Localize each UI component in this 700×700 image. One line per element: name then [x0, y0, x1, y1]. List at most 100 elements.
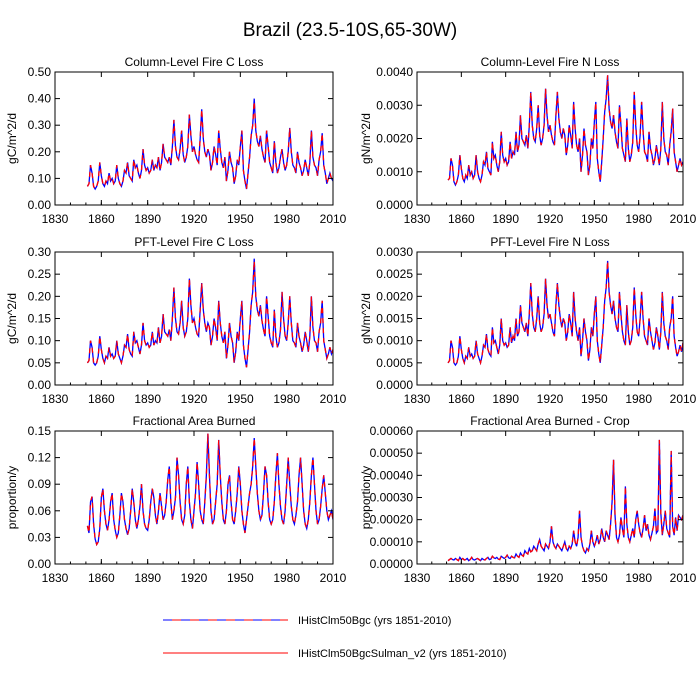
y-tick-label: 0.0020 [376, 132, 413, 146]
y-tick-label: 0.30 [28, 245, 52, 259]
legend-label: IHistClm50Bgc (yrs 1851-2010) [298, 615, 451, 627]
series-line-IHistClm50Bgc [86, 98, 333, 191]
x-tick-label: 1920 [537, 212, 564, 226]
y-tick-label: 0.15 [28, 424, 52, 438]
x-tick-label: 1950 [227, 212, 254, 226]
y-tick-label: 0.0010 [376, 334, 413, 348]
chart-panel-5: 1830 1860 1890 1920 1950 1980 2010 0.00 0.03 0.06… [5, 414, 347, 585]
x-tick-label: 1890 [492, 392, 519, 406]
y-tick-label: 0.0010 [376, 165, 413, 179]
y-tick-label: 0.0005 [376, 356, 413, 370]
y-tick-label: 0.00010 [370, 535, 414, 549]
x-tick-label: 1890 [134, 571, 161, 585]
panel-title: Column-Level Fire N Loss [481, 55, 620, 69]
y-tick-label: 0.00000 [370, 557, 414, 571]
y-tick-label: 0.20 [28, 289, 52, 303]
x-tick-label: 1830 [404, 392, 431, 406]
y-tick-label: 0.40 [28, 92, 52, 106]
chart-panel-1: 1830 1860 1890 1920 1950 1980 2010 0.00 0.10 0.20… [5, 55, 347, 226]
y-axis-label: gC/m^2/d [5, 113, 19, 164]
x-tick-label: 1860 [448, 212, 475, 226]
x-tick-label: 1950 [581, 392, 608, 406]
series-line-IHistClm50Bgc [447, 439, 683, 562]
y-axis-label: gC/m^2/d [5, 293, 19, 344]
x-tick-label: 1890 [134, 392, 161, 406]
x-tick-label: 1980 [625, 212, 652, 226]
x-tick-label: 1830 [404, 212, 431, 226]
x-tick-label: 1920 [181, 392, 208, 406]
panel-title: PFT-Level Fire C Loss [134, 235, 253, 249]
y-axis-label: gN/m^2/d [359, 113, 373, 164]
series-line-IHistClm50BgcSulman_v2 [447, 75, 683, 187]
y-tick-label: 0.15 [28, 312, 52, 326]
y-tick-label: 0.00040 [370, 468, 414, 482]
x-tick-label: 1860 [448, 571, 475, 585]
x-tick-label: 1860 [88, 212, 115, 226]
figure-title: Brazil (23.5-10S,65-30W) [242, 20, 458, 41]
x-tick-label: 1920 [181, 212, 208, 226]
y-axis-label: proportion/y [359, 466, 373, 529]
x-tick-label: 1860 [88, 392, 115, 406]
y-tick-label: 0.20 [28, 145, 52, 159]
x-tick-label: 1950 [227, 571, 254, 585]
x-tick-label: 1980 [273, 212, 300, 226]
y-tick-label: 0.10 [28, 171, 52, 185]
x-tick-label: 1950 [581, 571, 608, 585]
y-tick-label: 0.25 [28, 267, 52, 281]
x-tick-label: 1980 [625, 392, 652, 406]
y-axis-label: gN/m^2/d [359, 293, 373, 344]
y-tick-label: 0.03 [28, 530, 52, 544]
panel-title: Fractional Area Burned - Crop [470, 414, 630, 428]
panel-title: Fractional Area Burned [133, 414, 256, 428]
series-line-IHistClm50BgcSulman_v2 [447, 439, 683, 562]
panel-title: Column-Level Fire C Loss [125, 55, 264, 69]
series-line-IHistClm50BgcSulman_v2 [86, 260, 333, 368]
x-tick-label: 1890 [492, 212, 519, 226]
y-tick-label: 0.10 [28, 334, 52, 348]
y-tick-label: 0.0025 [376, 267, 413, 281]
y-tick-label: 0.06 [28, 504, 52, 518]
y-tick-label: 0.09 [28, 477, 52, 491]
y-tick-label: 0.00030 [370, 491, 414, 505]
series-line-IHistClm50Bgc [447, 260, 683, 367]
series-line-IHistClm50Bgc [447, 75, 683, 187]
x-tick-label: 2010 [670, 392, 697, 406]
x-tick-label: 2010 [320, 212, 347, 226]
chart-panel-4: 1830 1860 1890 1920 1950 1980 2010 0.0000 0.0005… [359, 235, 697, 406]
legend: IHistClm50Bgc (yrs 1851-2010) IHistClm50B… [163, 615, 506, 660]
panel-title: PFT-Level Fire N Loss [490, 235, 609, 249]
series-line-IHistClm50BgcSulman_v2 [86, 101, 333, 191]
x-tick-label: 1830 [42, 392, 69, 406]
chart-panel-6: 1830 1860 1890 1920 1950 1980 2010 0.00000 0.000… [359, 414, 697, 585]
x-tick-label: 1920 [537, 392, 564, 406]
y-tick-label: 0.0000 [376, 198, 413, 212]
x-tick-label: 1830 [42, 571, 69, 585]
x-tick-label: 2010 [670, 212, 697, 226]
series-line-IHistClm50BgcSulman_v2 [86, 433, 333, 547]
x-tick-label: 1980 [625, 571, 652, 585]
y-tick-label: 0.00 [28, 378, 52, 392]
y-tick-label: 0.00020 [370, 513, 414, 527]
x-tick-label: 1950 [227, 392, 254, 406]
chart-panel-2: 1830 1860 1890 1920 1950 1980 2010 0.0000 0.0010… [359, 55, 697, 226]
y-tick-label: 0.00 [28, 198, 52, 212]
x-tick-label: 1830 [404, 571, 431, 585]
y-tick-label: 0.0020 [376, 289, 413, 303]
chart-panel-3: 1830 1860 1890 1920 1950 1980 2010 0.00 0.05 0.10… [5, 235, 347, 406]
x-tick-label: 2010 [320, 392, 347, 406]
x-tick-label: 1890 [492, 571, 519, 585]
y-tick-label: 0.0040 [376, 65, 413, 79]
y-tick-label: 0.50 [28, 65, 52, 79]
x-tick-label: 1920 [181, 571, 208, 585]
y-tick-label: 0.30 [28, 118, 52, 132]
x-tick-label: 1920 [537, 571, 564, 585]
y-tick-label: 0.0015 [376, 312, 413, 326]
x-tick-label: 2010 [320, 571, 347, 585]
x-tick-label: 1860 [88, 571, 115, 585]
x-tick-label: 1890 [134, 212, 161, 226]
y-tick-label: 0.12 [28, 451, 52, 465]
y-tick-label: 0.0000 [376, 378, 413, 392]
x-tick-label: 1980 [273, 392, 300, 406]
y-tick-label: 0.0030 [376, 245, 413, 259]
